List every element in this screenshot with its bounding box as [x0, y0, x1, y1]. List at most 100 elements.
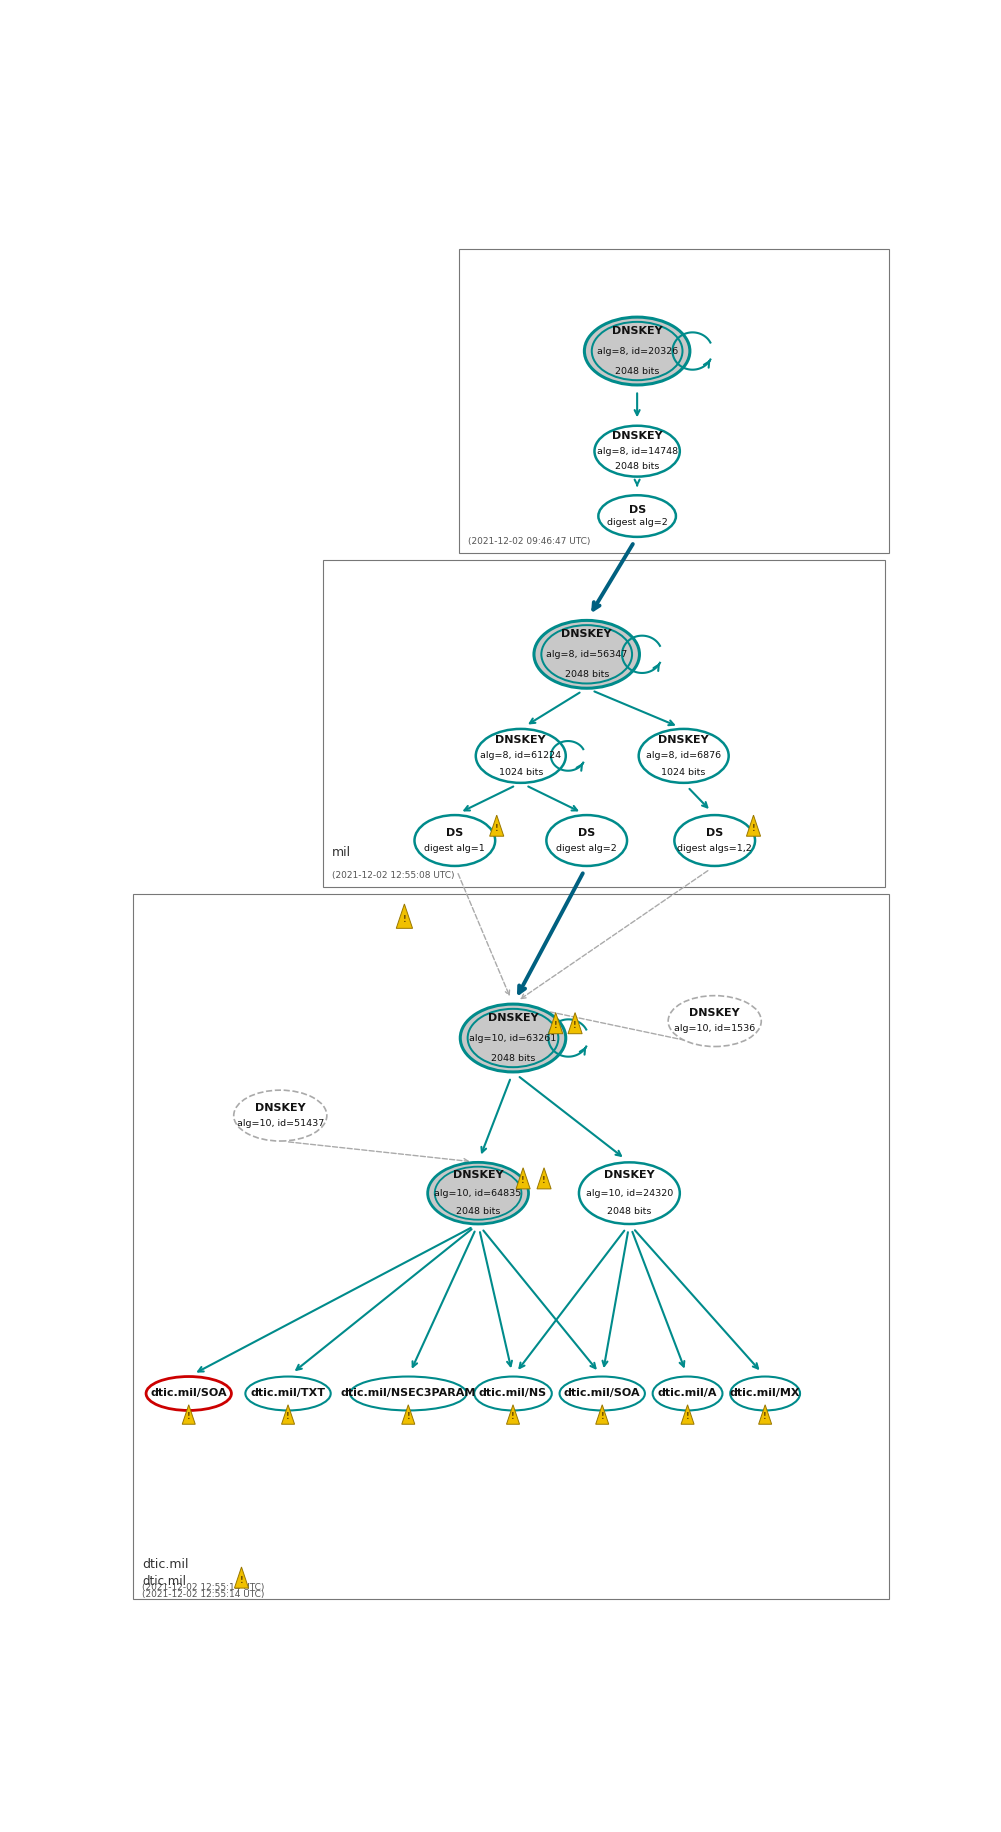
FancyArrowPatch shape [483, 1231, 596, 1369]
FancyArrowPatch shape [519, 874, 583, 993]
Text: !: ! [543, 1176, 546, 1185]
Text: 2048 bits: 2048 bits [615, 366, 660, 376]
Text: DNSKEY: DNSKEY [487, 1013, 539, 1022]
Text: !: ! [752, 824, 756, 834]
Text: digest alg=2: digest alg=2 [607, 518, 668, 528]
Polygon shape [507, 1405, 520, 1423]
Text: !: ! [574, 1020, 577, 1030]
Text: alg=8, id=56347: alg=8, id=56347 [547, 650, 628, 660]
Ellipse shape [595, 425, 680, 476]
Text: !: ! [402, 914, 406, 923]
Text: (2021-12-02 09:46:47 UTC): (2021-12-02 09:46:47 UTC) [468, 537, 591, 546]
Text: alg=8, id=61224: alg=8, id=61224 [480, 751, 562, 760]
Text: dtic.mil: dtic.mil [142, 1576, 186, 1588]
Ellipse shape [639, 729, 729, 782]
Text: alg=10, id=63261: alg=10, id=63261 [469, 1033, 557, 1042]
FancyArrowPatch shape [635, 1231, 758, 1369]
FancyArrowPatch shape [479, 1233, 512, 1367]
Polygon shape [596, 1405, 609, 1423]
Polygon shape [759, 1405, 772, 1423]
Text: DS: DS [446, 828, 463, 837]
Text: alg=10, id=1536: alg=10, id=1536 [674, 1024, 756, 1033]
FancyArrowPatch shape [458, 874, 510, 995]
FancyArrowPatch shape [198, 1227, 470, 1372]
Text: DNSKEY: DNSKEY [612, 326, 663, 335]
Text: (2021-12-02 12:55:08 UTC): (2021-12-02 12:55:08 UTC) [332, 870, 454, 879]
Ellipse shape [668, 995, 761, 1046]
Ellipse shape [474, 1376, 552, 1411]
FancyArrowPatch shape [690, 790, 708, 808]
Text: 2048 bits: 2048 bits [490, 1053, 536, 1063]
Text: DNSKEY: DNSKEY [495, 735, 547, 744]
Text: !: ! [286, 1412, 290, 1422]
Text: !: ! [494, 824, 498, 834]
Ellipse shape [534, 621, 640, 689]
FancyArrowPatch shape [464, 786, 514, 810]
Text: !: ! [512, 1412, 515, 1422]
Ellipse shape [350, 1376, 466, 1411]
Text: 2048 bits: 2048 bits [615, 462, 660, 471]
Ellipse shape [653, 1376, 723, 1411]
FancyArrowPatch shape [529, 786, 578, 810]
Text: dtic.mil/SOA: dtic.mil/SOA [150, 1389, 227, 1398]
Polygon shape [281, 1405, 294, 1423]
Polygon shape [549, 1013, 563, 1033]
FancyArrowPatch shape [635, 394, 640, 416]
Text: !: ! [522, 1176, 525, 1185]
FancyArrowPatch shape [603, 1233, 628, 1367]
Text: 2048 bits: 2048 bits [608, 1207, 652, 1216]
FancyArrowPatch shape [288, 1141, 468, 1163]
Text: DS: DS [579, 828, 596, 837]
Ellipse shape [585, 317, 690, 385]
Polygon shape [234, 1566, 248, 1588]
Text: dtic.mil: dtic.mil [142, 1559, 189, 1572]
Polygon shape [517, 1167, 531, 1189]
Ellipse shape [730, 1376, 800, 1411]
Text: dtic.mil/NSEC3PARAM: dtic.mil/NSEC3PARAM [340, 1389, 475, 1398]
Text: !: ! [406, 1412, 410, 1422]
Polygon shape [401, 1405, 414, 1423]
Polygon shape [568, 1013, 583, 1033]
FancyArrowPatch shape [412, 1231, 474, 1367]
Text: dtic.mil/SOA: dtic.mil/SOA [564, 1389, 641, 1398]
Text: DNSKEY: DNSKEY [690, 1008, 740, 1019]
Text: !: ! [601, 1412, 604, 1422]
Text: DNSKEY: DNSKEY [562, 628, 612, 639]
Ellipse shape [245, 1376, 330, 1411]
Ellipse shape [427, 1161, 529, 1224]
Ellipse shape [475, 729, 566, 782]
FancyArrowPatch shape [481, 1079, 511, 1152]
Text: digest alg=2: digest alg=2 [557, 845, 617, 852]
Ellipse shape [233, 1090, 326, 1141]
Text: dtic.mil/MX: dtic.mil/MX [730, 1389, 801, 1398]
Text: 1024 bits: 1024 bits [498, 768, 543, 777]
Ellipse shape [460, 1004, 566, 1072]
Text: alg=8, id=6876: alg=8, id=6876 [646, 751, 722, 760]
Text: !: ! [239, 1576, 243, 1585]
Text: !: ! [764, 1412, 767, 1422]
Text: !: ! [187, 1412, 190, 1422]
Text: (2021-12-02 12:55:14 UTC): (2021-12-02 12:55:14 UTC) [142, 1590, 264, 1599]
Text: DNSKEY: DNSKEY [604, 1169, 655, 1180]
Ellipse shape [560, 1376, 645, 1411]
Text: 1024 bits: 1024 bits [662, 768, 706, 777]
Polygon shape [681, 1405, 694, 1423]
FancyArrowPatch shape [296, 1229, 471, 1370]
Text: 2048 bits: 2048 bits [455, 1207, 500, 1216]
Text: alg=10, id=64835: alg=10, id=64835 [434, 1189, 522, 1198]
Text: !: ! [686, 1412, 690, 1422]
Ellipse shape [599, 495, 676, 537]
Polygon shape [396, 903, 412, 929]
FancyArrowPatch shape [523, 1006, 707, 1044]
Text: 2048 bits: 2048 bits [565, 671, 609, 680]
FancyArrowPatch shape [633, 1231, 685, 1367]
Text: digest alg=1: digest alg=1 [424, 845, 485, 852]
Text: DS: DS [706, 828, 724, 837]
Ellipse shape [579, 1161, 680, 1224]
FancyArrowPatch shape [635, 480, 640, 485]
Polygon shape [747, 815, 761, 835]
Text: alg=10, id=24320: alg=10, id=24320 [586, 1189, 673, 1198]
Ellipse shape [414, 815, 495, 867]
FancyArrowPatch shape [520, 1231, 625, 1369]
FancyArrowPatch shape [520, 1077, 621, 1156]
